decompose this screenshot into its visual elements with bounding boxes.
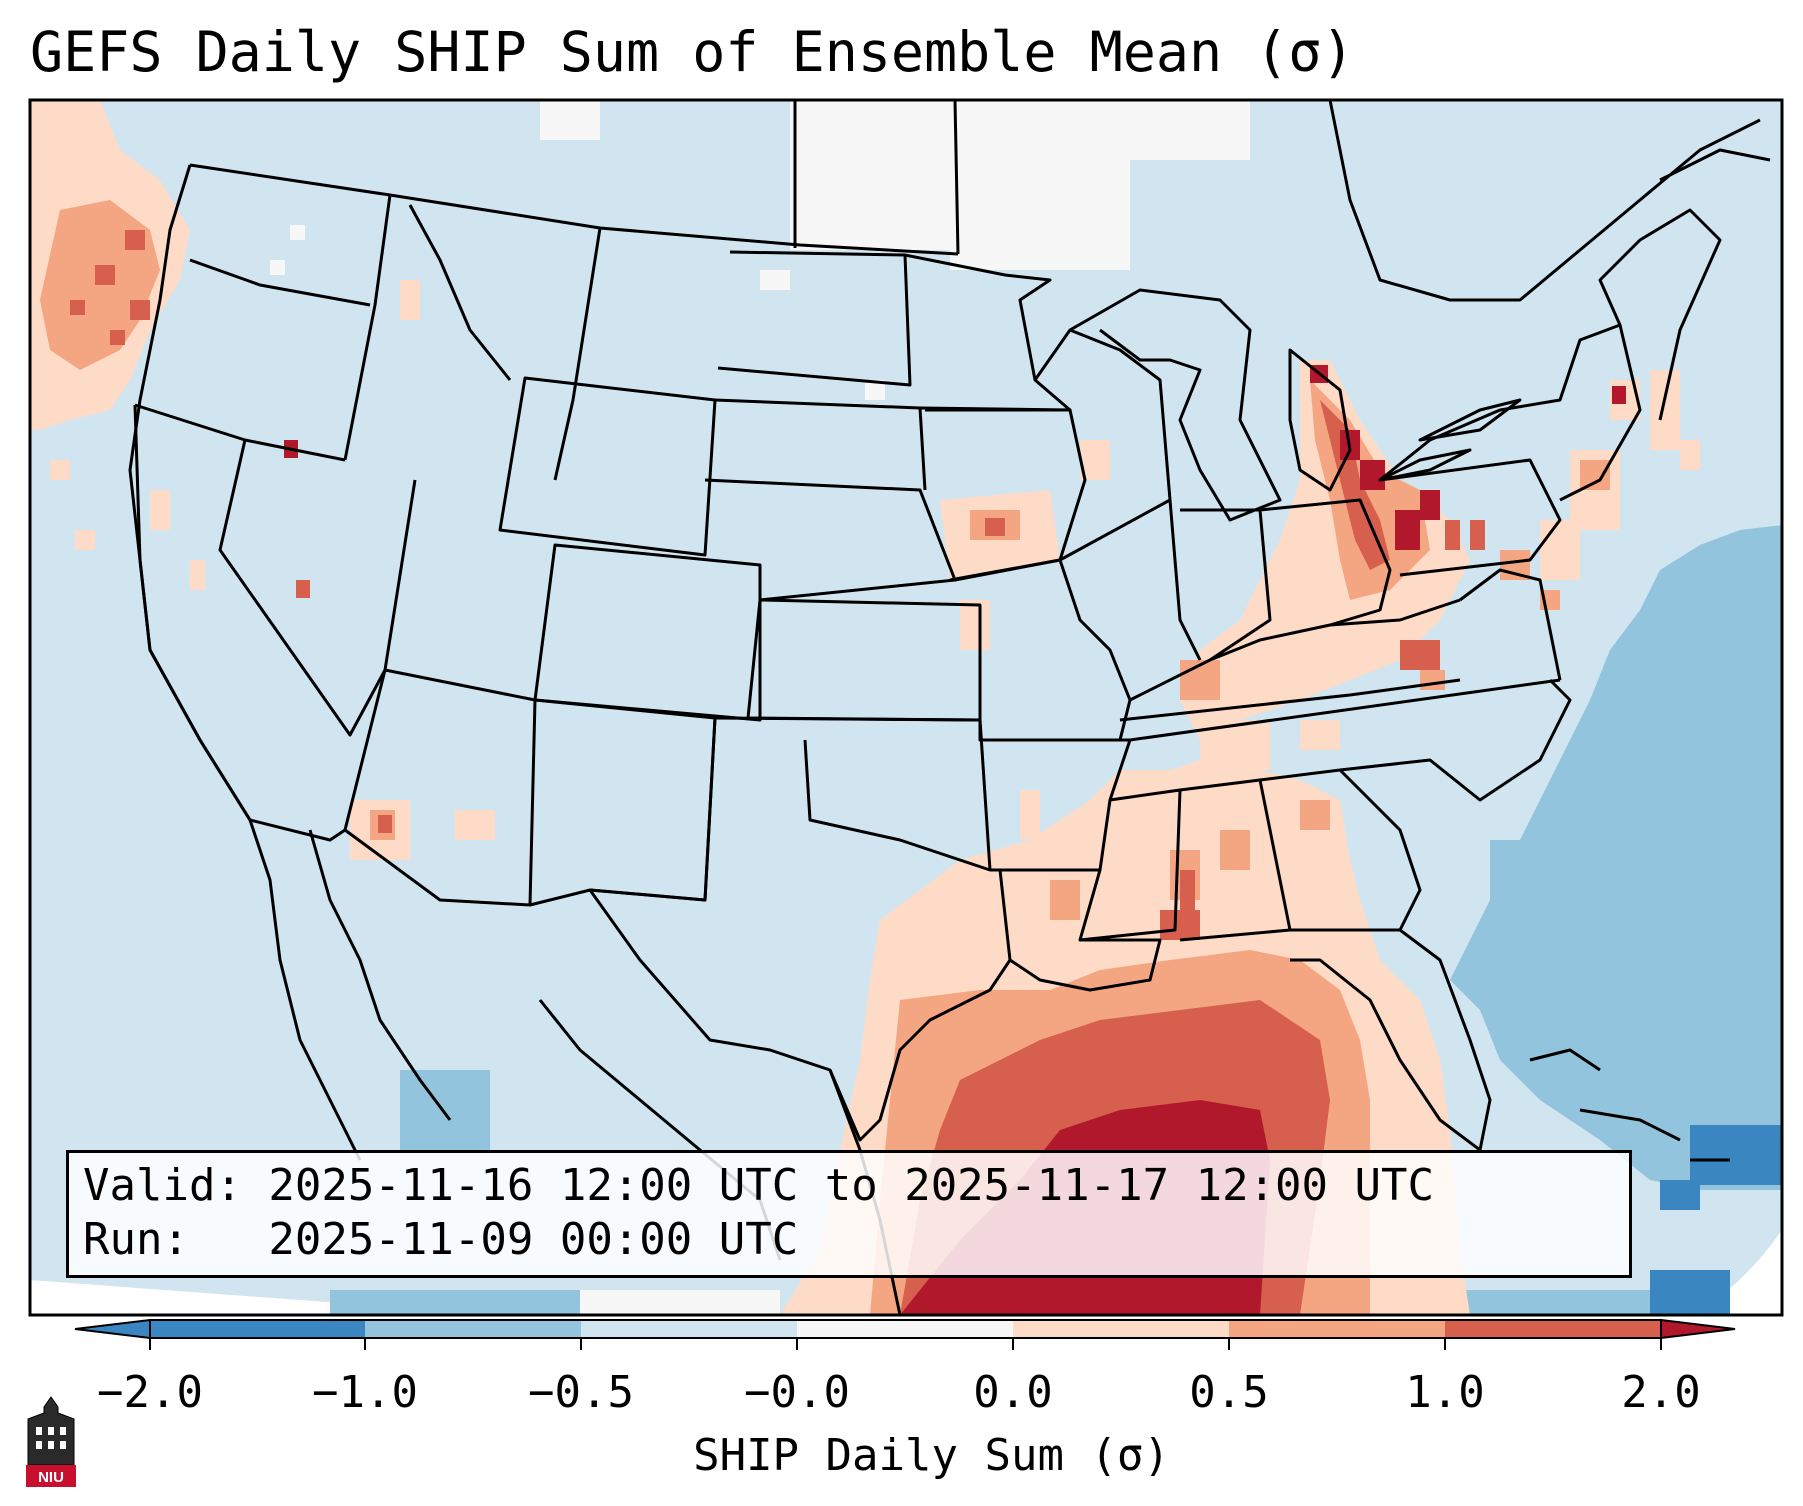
colorbar-tick-label: −2.0 [97, 1367, 203, 1418]
colorbar-tick-label: −0.5 [528, 1367, 634, 1418]
valid-line: Valid: 2025-11-16 12:00 UTC to 2025-11-1… [83, 1160, 1435, 1211]
colorbar-tick-label: 0.0 [973, 1367, 1053, 1418]
colorbar-label: SHIP Daily Sum (σ) [693, 1430, 1170, 1481]
colorbar-tick-label: −1.0 [312, 1367, 418, 1418]
colorbar-tick-label: 0.5 [1189, 1367, 1269, 1418]
state-boundaries [128, 100, 1771, 1315]
colorbar-tick-label: 1.0 [1405, 1367, 1485, 1418]
colorbar-tick-label: 2.0 [1621, 1367, 1701, 1418]
colorbar [74, 1318, 1736, 1350]
run-line: Run: 2025-11-09 00:00 UTC [83, 1214, 799, 1265]
map-title: GEFS Daily SHIP Sum of Ensemble Mean (σ) [30, 20, 1355, 84]
info-box: Valid: 2025-11-16 12:00 UTC to 2025-11-1… [66, 1150, 1632, 1278]
niu-logo-icon: NIU [26, 1396, 76, 1487]
colorbar-tick-label: −0.0 [744, 1367, 850, 1418]
map-frame [28, 98, 1784, 1317]
logo-text: NIU [38, 1469, 64, 1486]
